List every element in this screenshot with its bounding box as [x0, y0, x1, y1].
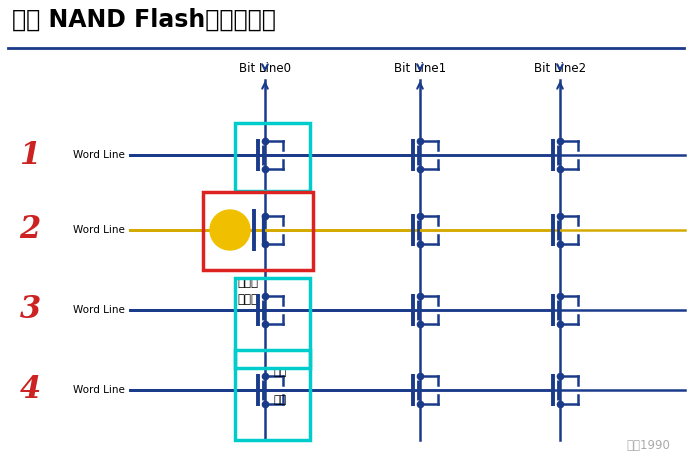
Bar [235, 278, 310, 368]
Bar [235, 123, 310, 191]
Bar [235, 350, 310, 440]
Text: 1: 1 [19, 139, 41, 170]
Circle shape [210, 210, 250, 250]
Text: Word Line: Word Line [73, 150, 125, 160]
Text: 2: 2 [19, 214, 41, 246]
Text: Word Line: Word Line [73, 385, 125, 395]
Text: 4: 4 [19, 374, 41, 405]
Text: 3: 3 [19, 294, 41, 326]
Text: 图： NAND Flash的结构特点: 图： NAND Flash的结构特点 [12, 8, 276, 32]
Text: 漏极: 漏极 [273, 367, 286, 377]
Text: 阿嬝1990: 阿嬝1990 [626, 439, 670, 452]
Bar [203, 192, 313, 270]
Text: Bit Line0: Bit Line0 [239, 62, 291, 75]
Text: Word Line: Word Line [73, 305, 125, 315]
Text: Bit Line2: Bit Line2 [534, 62, 586, 75]
Text: Word Line: Word Line [73, 225, 125, 235]
Text: Bit Line1: Bit Line1 [394, 62, 446, 75]
Text: 源极: 源极 [273, 395, 286, 405]
Text: 数据存
储单元: 数据存 储单元 [237, 276, 258, 306]
